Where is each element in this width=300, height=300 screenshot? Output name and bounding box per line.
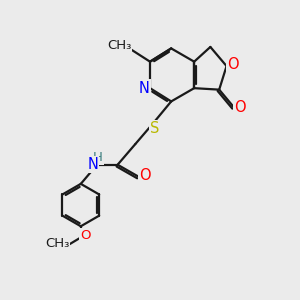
Text: CH₃: CH₃ — [107, 39, 131, 52]
Text: CH₃: CH₃ — [45, 237, 69, 250]
Text: H: H — [93, 151, 103, 164]
Text: N: N — [87, 157, 98, 172]
Text: O: O — [139, 167, 151, 182]
Text: O: O — [227, 57, 239, 72]
Text: O: O — [80, 230, 91, 242]
Text: O: O — [234, 100, 246, 115]
Text: S: S — [150, 121, 159, 136]
Text: N: N — [139, 81, 149, 96]
